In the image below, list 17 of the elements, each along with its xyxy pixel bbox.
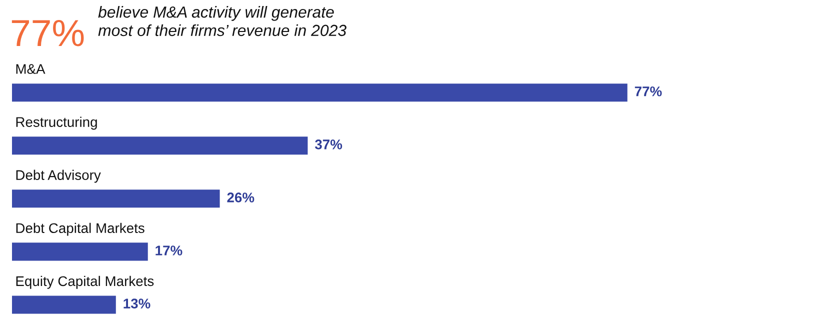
data-label: 77% [634,86,662,96]
bar [12,296,116,314]
bar [12,190,220,208]
bar [12,242,148,261]
data-label: 37% [314,140,342,150]
chart-title: 77% [12,20,84,46]
y-tick-label: Equity Capital Markets [16,276,154,289]
y-tick-label: M&A [16,64,46,74]
data-label: 13% [124,298,150,308]
y-tick-label: Debt Advisory [16,170,101,183]
data-label: 17% [156,246,182,256]
chart-subtitle: believe M&A activity will generate most of their firms’ revenue in 2023 [98,6,346,36]
bar [12,84,628,102]
y-tick-label: Debt Capital Markets [16,222,144,236]
bar [12,136,308,155]
data-label: 26% [227,192,254,202]
y-tick-label: Restructuring [16,116,97,130]
